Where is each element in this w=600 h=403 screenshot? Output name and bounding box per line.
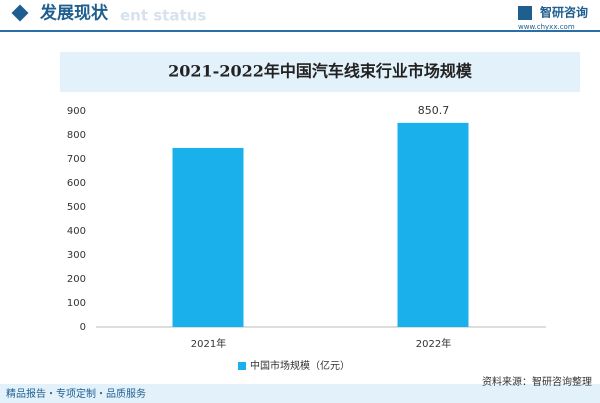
data-label: 850.7 <box>418 104 450 117</box>
y-tick-label: 500 <box>67 202 86 213</box>
y-tick-label: 200 <box>67 274 86 285</box>
y-tick-label: 600 <box>67 178 86 189</box>
chart-title: 2021-2022年中国汽车线束行业市场规模 <box>168 62 473 81</box>
y-tick-label: 800 <box>67 130 86 141</box>
brand-name: 智研咨询 <box>539 5 588 20</box>
x-tick-label: 2022年 <box>416 337 451 350</box>
y-tick-label: 100 <box>67 298 86 309</box>
footer-left: 精品报告・专项定制・品质服务 <box>6 387 146 400</box>
brand-website: www.chyxx.com <box>518 23 575 31</box>
bar <box>397 122 469 327</box>
y-tick-label: 900 <box>67 106 86 117</box>
y-tick-label: 0 <box>80 322 86 333</box>
y-tick-label: 700 <box>67 154 86 165</box>
title-band <box>60 52 580 92</box>
plot: 0 100 200 300 400 500 600 700 800 900 2021年 2022年 85… <box>67 104 546 372</box>
footer-right: 资料来源：智研咨询整理 <box>482 375 592 388</box>
bar <box>172 147 244 327</box>
legend-label: 中国市场规模（亿元） <box>250 359 350 372</box>
y-tick-label: 400 <box>67 226 86 237</box>
header-subtitle: ent status <box>120 7 206 25</box>
footer-band <box>0 384 600 403</box>
brand-logo <box>518 6 532 20</box>
y-tick-label: 300 <box>67 250 86 261</box>
legend-swatch <box>238 362 246 370</box>
x-tick-label: 2021年 <box>191 337 226 350</box>
header-title: 发展现状 <box>39 3 109 24</box>
